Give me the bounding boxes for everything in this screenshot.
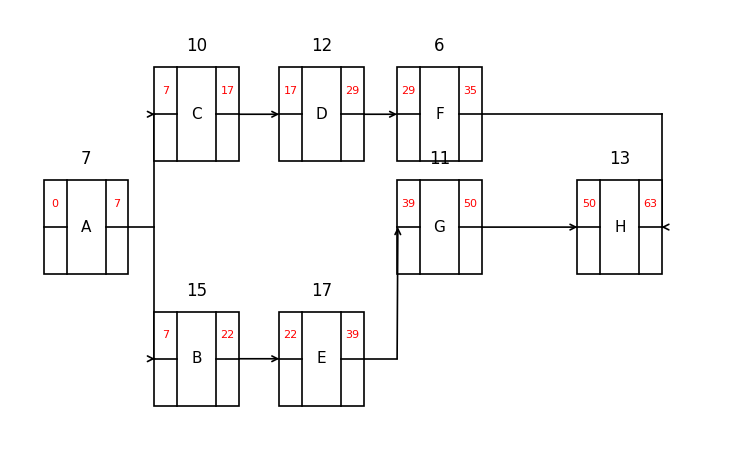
Text: C: C [191, 107, 202, 122]
Text: 7: 7 [162, 86, 169, 96]
Bar [154, 67, 239, 161]
Text: 12: 12 [311, 37, 333, 55]
Text: 13: 13 [609, 150, 630, 168]
Text: 35: 35 [463, 86, 477, 96]
Text: 29: 29 [401, 86, 415, 96]
Text: D: D [316, 107, 327, 122]
Text: B: B [191, 351, 202, 366]
Text: 0: 0 [52, 199, 58, 209]
Text: 39: 39 [401, 199, 415, 209]
Text: G: G [434, 219, 446, 235]
Text: A: A [81, 219, 91, 235]
Text: 29: 29 [345, 86, 360, 96]
Bar [397, 67, 482, 161]
Bar [397, 180, 482, 274]
Text: 50: 50 [463, 199, 477, 209]
Text: 22: 22 [284, 330, 298, 340]
Bar [577, 180, 662, 274]
Text: 17: 17 [284, 86, 298, 96]
Text: 22: 22 [220, 330, 234, 340]
Text: 7: 7 [162, 330, 169, 340]
Text: 50: 50 [582, 199, 596, 209]
Text: 11: 11 [429, 150, 450, 168]
Bar [279, 312, 364, 406]
Text: H: H [614, 219, 626, 235]
Text: 10: 10 [186, 37, 207, 55]
Bar [44, 180, 129, 274]
Text: 39: 39 [346, 330, 360, 340]
Text: 63: 63 [644, 199, 658, 209]
Text: 15: 15 [186, 282, 207, 300]
Text: 17: 17 [220, 86, 234, 96]
Text: 6: 6 [435, 37, 445, 55]
Text: 7: 7 [81, 150, 92, 168]
Text: E: E [317, 351, 327, 366]
Text: 7: 7 [113, 199, 120, 209]
Bar [279, 67, 364, 161]
Text: 17: 17 [311, 282, 333, 300]
Text: F: F [435, 107, 444, 122]
Bar [154, 312, 239, 406]
